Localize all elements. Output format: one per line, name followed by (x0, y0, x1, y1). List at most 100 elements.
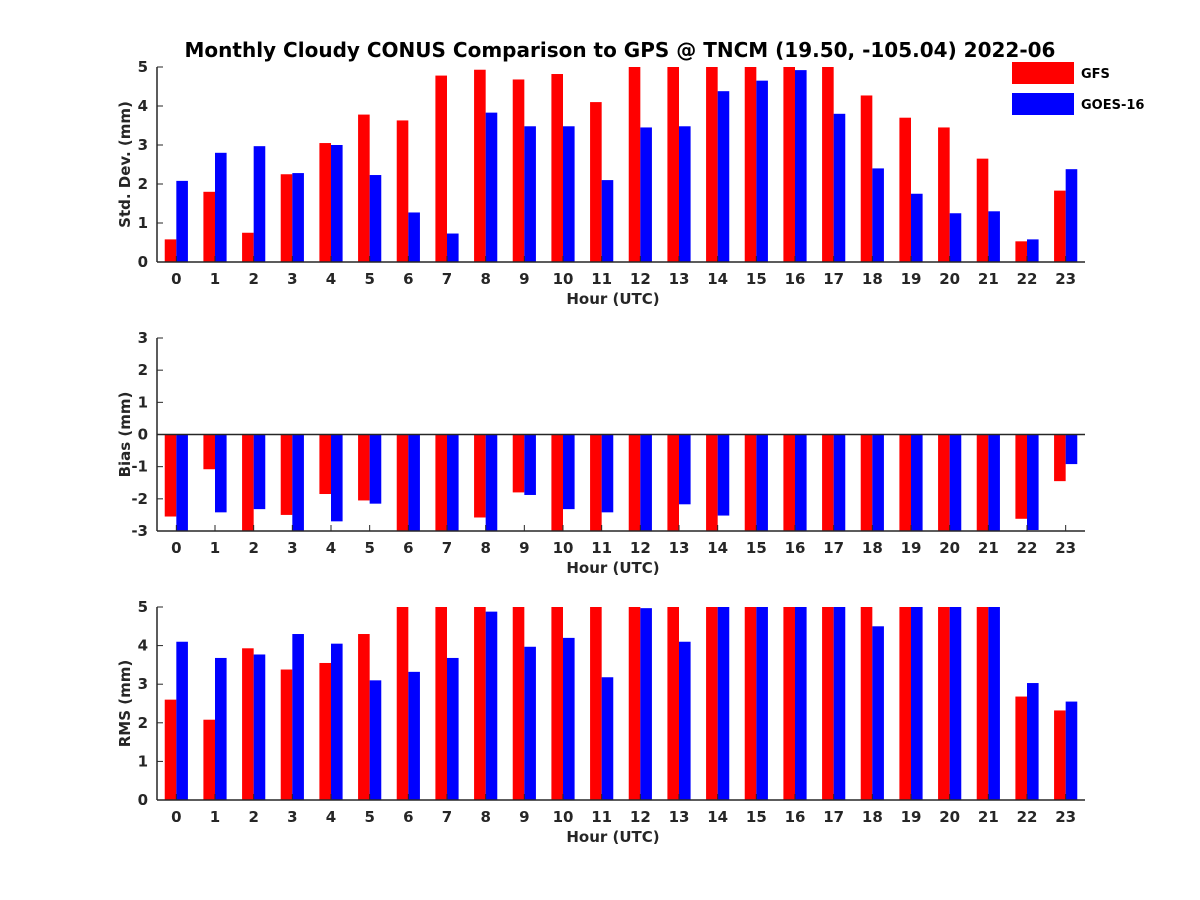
bar-goes-16-panel0-hour-6 (408, 212, 420, 262)
legend-swatch-gfs (1012, 62, 1074, 84)
bar-gfs-panel0-hour-21 (976, 158, 989, 262)
x-tick-label-panel0-7: 7 (442, 270, 452, 288)
bar-goes-16-panel2-hour-16 (795, 607, 807, 800)
x-tick-label-panel2-1: 1 (210, 808, 220, 826)
bar-gfs-panel1-hour-11 (590, 434, 602, 531)
y-tick-label-panel2-0: 0 (138, 791, 148, 809)
bar-gfs-panel2-hour-3 (280, 669, 293, 800)
bar-goes-16-panel0-hour-4 (331, 145, 343, 262)
bar-gfs-panel0-hour-18 (860, 95, 873, 262)
bar-goes-16-panel1-hour-1 (215, 434, 227, 513)
x-tick-label-panel0-10: 10 (553, 270, 574, 288)
bar-gfs-panel2-hour-14 (706, 607, 718, 800)
bar-gfs-panel0-hour-17 (822, 67, 834, 262)
y-tick-label-panel0-1: 1 (138, 214, 148, 232)
x-tick-label-panel0-20: 20 (939, 270, 960, 288)
bar-gfs-panel2-hour-2 (242, 648, 254, 800)
bar-goes-16-panel1-hour-14 (717, 434, 730, 516)
bar-gfs-panel0-hour-20 (938, 127, 950, 262)
bar-goes-16-panel2-hour-13 (679, 641, 691, 800)
x-tick-label-panel0-14: 14 (707, 270, 728, 288)
x-tick-label-panel2-9: 9 (519, 808, 529, 826)
bar-goes-16-panel0-hour-11 (601, 180, 614, 262)
x-tick-label-panel2-18: 18 (862, 808, 883, 826)
bar-gfs-panel2-hour-8 (474, 607, 486, 800)
bar-goes-16-panel2-hour-1 (215, 657, 227, 800)
x-tick-label-panel0-12: 12 (630, 270, 651, 288)
bar-gfs-panel1-hour-2 (242, 434, 254, 531)
x-tick-label-panel2-10: 10 (553, 808, 574, 826)
x-tick-label-panel2-16: 16 (785, 808, 806, 826)
bar-gfs-panel1-hour-18 (860, 434, 873, 531)
x-tick-label-panel1-6: 6 (403, 539, 413, 557)
bar-goes-16-panel1-hour-18 (872, 434, 884, 531)
bar-goes-16-panel0-hour-19 (911, 193, 923, 262)
x-tick-label-panel2-21: 21 (978, 808, 999, 826)
bar-goes-16-panel0-hour-9 (524, 126, 536, 262)
x-tick-label-panel0-11: 11 (591, 270, 612, 288)
y-tick-label-panel2-1: 1 (138, 752, 148, 770)
y-tick-label-panel0-0: 0 (138, 253, 148, 271)
bar-goes-16-panel0-hour-16 (795, 70, 807, 263)
bar-gfs-panel1-hour-13 (667, 434, 679, 531)
y-tick-label-panel0-4: 4 (138, 97, 148, 115)
bar-goes-16-panel1-hour-15 (756, 434, 768, 531)
bar-gfs-panel1-hour-17 (822, 434, 834, 531)
x-tick-label-panel0-19: 19 (901, 270, 922, 288)
x-tick-label-panel0-23: 23 (1055, 270, 1076, 288)
bar-gfs-panel1-hour-19 (899, 434, 911, 531)
bar-goes-16-panel2-hour-11 (601, 677, 614, 800)
bar-gfs-panel2-hour-15 (744, 607, 757, 800)
bar-goes-16-panel0-hour-10 (563, 126, 575, 262)
x-tick-label-panel2-14: 14 (707, 808, 728, 826)
y-tick-label-panel0-3: 3 (138, 136, 148, 154)
x-tick-label-panel1-2: 2 (248, 539, 258, 557)
y-axis-label-panel0: Std. Dev. (mm) (116, 101, 134, 228)
bar-goes-16-panel0-hour-22 (1027, 239, 1039, 262)
x-tick-label-panel2-6: 6 (403, 808, 413, 826)
bar-gfs-panel0-hour-14 (706, 67, 718, 262)
bar-gfs-panel1-hour-22 (1015, 434, 1027, 519)
bar-goes-16-panel2-hour-8 (485, 611, 498, 800)
x-tick-label-panel1-1: 1 (210, 539, 220, 557)
bar-goes-16-panel2-hour-10 (563, 637, 575, 800)
bar-gfs-panel1-hour-7 (435, 434, 447, 531)
y-tick-label-panel1-6: 3 (138, 329, 148, 347)
x-tick-label-panel2-13: 13 (669, 808, 690, 826)
y-tick-label-panel1-0: -3 (131, 522, 148, 540)
bar-gfs-panel0-hour-13 (667, 67, 679, 262)
bar-goes-16-panel1-hour-2 (253, 434, 266, 510)
bar-gfs-panel1-hour-8 (474, 434, 486, 518)
bar-gfs-panel1-hour-9 (512, 434, 525, 493)
bar-goes-16-panel0-hour-23 (1065, 169, 1078, 262)
bar-goes-16-panel1-hour-6 (408, 434, 420, 531)
bar-goes-16-panel1-hour-3 (292, 434, 304, 531)
bar-gfs-panel2-hour-13 (667, 607, 679, 800)
bar-goes-16-panel2-hour-12 (640, 608, 652, 800)
bar-goes-16-panel0-hour-1 (215, 152, 227, 262)
bar-gfs-panel1-hour-10 (551, 434, 563, 531)
x-tick-label-panel2-5: 5 (364, 808, 374, 826)
bar-goes-16-panel0-hour-21 (988, 211, 1000, 262)
bar-goes-16-panel2-hour-14 (717, 607, 730, 800)
bar-gfs-panel2-hour-12 (628, 607, 641, 800)
x-tick-label-panel0-2: 2 (248, 270, 258, 288)
bar-goes-16-panel2-hour-23 (1065, 701, 1078, 800)
x-tick-label-panel0-15: 15 (746, 270, 767, 288)
bar-gfs-panel1-hour-6 (396, 434, 409, 531)
bar-goes-16-panel0-hour-20 (949, 213, 962, 262)
bar-gfs-panel2-hour-6 (396, 607, 409, 800)
bar-goes-16-panel1-hour-16 (795, 434, 807, 531)
x-tick-label-panel1-15: 15 (746, 539, 767, 557)
bar-gfs-panel2-hour-19 (899, 607, 911, 800)
bar-goes-16-panel0-hour-0 (176, 180, 188, 262)
y-tick-label-panel2-4: 4 (138, 637, 148, 655)
bar-gfs-panel0-hour-11 (590, 102, 602, 262)
y-tick-label-panel0-2: 2 (138, 175, 148, 193)
bar-gfs-panel0-hour-6 (396, 120, 409, 263)
bar-goes-16-panel0-hour-3 (292, 173, 304, 262)
x-tick-label-panel2-12: 12 (630, 808, 651, 826)
